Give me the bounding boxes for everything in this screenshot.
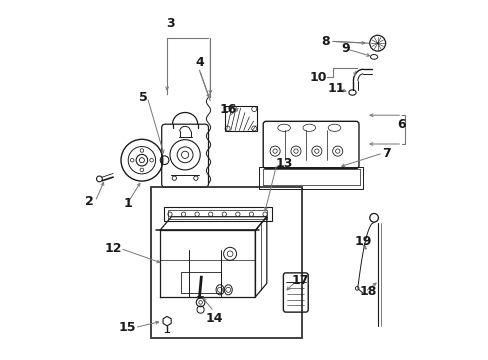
Text: 8: 8 bbox=[321, 35, 329, 48]
Bar bbox=[167, 210, 266, 219]
Bar bbox=[151, 187, 302, 338]
Text: 4: 4 bbox=[195, 57, 203, 69]
Text: 7: 7 bbox=[382, 147, 390, 159]
Text: 19: 19 bbox=[354, 235, 371, 248]
Text: 11: 11 bbox=[327, 82, 345, 95]
Text: 17: 17 bbox=[291, 274, 308, 287]
Text: 15: 15 bbox=[119, 321, 136, 334]
Text: 5: 5 bbox=[139, 91, 148, 104]
Text: 10: 10 bbox=[309, 71, 326, 84]
Bar bbox=[163, 207, 271, 221]
Bar bbox=[224, 106, 257, 131]
Text: 3: 3 bbox=[166, 17, 175, 30]
Text: 13: 13 bbox=[275, 157, 292, 170]
Text: 18: 18 bbox=[359, 285, 377, 298]
Text: 1: 1 bbox=[123, 197, 132, 210]
Bar bbox=[181, 272, 221, 293]
Text: 9: 9 bbox=[340, 42, 349, 55]
Text: 12: 12 bbox=[104, 242, 122, 255]
Text: 14: 14 bbox=[205, 312, 222, 325]
Text: 6: 6 bbox=[396, 118, 405, 131]
Text: 16: 16 bbox=[219, 103, 237, 116]
Text: 2: 2 bbox=[85, 195, 94, 208]
